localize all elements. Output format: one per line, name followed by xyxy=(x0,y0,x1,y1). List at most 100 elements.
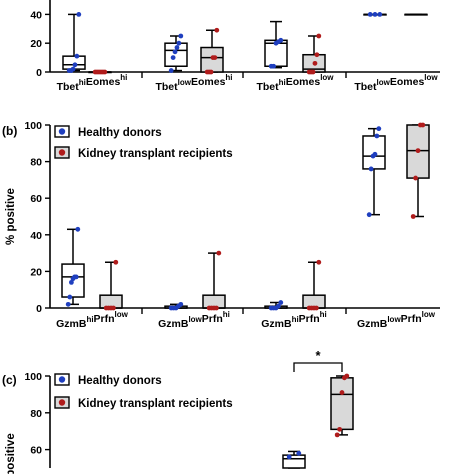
box-ktr-1 xyxy=(99,259,123,311)
panel-a: 02040TbethiEomeshiTbetlowEomeshiTbethiEo… xyxy=(30,0,440,93)
data-point xyxy=(70,66,76,72)
data-point xyxy=(176,40,182,46)
x-category-label: TbethiEomeshi xyxy=(57,73,128,93)
label-part: Eomes xyxy=(86,76,121,88)
data-point xyxy=(214,305,219,311)
label-part: Eomes xyxy=(191,76,226,88)
legend-healthy-dot-c xyxy=(58,376,66,383)
y-tick-label: 40 xyxy=(30,9,42,21)
panel-c: 60 80 100 positive * xyxy=(5,348,354,474)
data-point xyxy=(278,37,284,43)
box-healthy-1 xyxy=(62,12,86,73)
x-category-label: GzmBhiPrfnhi xyxy=(261,310,327,330)
data-point xyxy=(372,151,378,157)
label-superscript: low xyxy=(387,315,401,324)
data-point xyxy=(316,33,322,39)
y-tick-label: 20 xyxy=(30,38,42,50)
data-point xyxy=(214,27,220,33)
data-point xyxy=(410,214,416,219)
box-iqr xyxy=(282,454,306,469)
significance-star: * xyxy=(315,348,321,363)
data-point xyxy=(286,454,292,460)
box-ktr-3 xyxy=(302,259,326,311)
box-healthy-1 xyxy=(61,226,85,307)
data-point xyxy=(76,12,82,17)
data-point xyxy=(413,175,418,181)
x-category-label: GzmBlowPrfnlow xyxy=(357,310,436,330)
label-part: Prfn xyxy=(94,313,115,325)
label-superscript: low xyxy=(115,310,129,319)
data-point xyxy=(75,226,81,232)
data-point xyxy=(168,68,174,73)
y-axis-title: positive xyxy=(5,433,17,474)
box-ktr-2 xyxy=(200,27,224,75)
data-point xyxy=(376,126,382,132)
box-healthy-4 xyxy=(362,126,386,218)
y-tick-label: 80 xyxy=(30,157,42,169)
data-point xyxy=(296,450,302,456)
label-superscript: hi xyxy=(120,73,127,82)
data-point xyxy=(172,49,178,55)
data-point xyxy=(271,63,276,69)
y-tick-label: 60 xyxy=(30,193,42,205)
box-healthy-3 xyxy=(264,300,288,311)
data-point xyxy=(178,301,184,307)
y-tick-label: 100 xyxy=(24,371,42,383)
data-point xyxy=(344,373,350,379)
data-point xyxy=(102,69,108,75)
label-part: Tbet xyxy=(354,81,377,93)
box-healthy-2 xyxy=(164,33,188,73)
label-part: GzmB xyxy=(261,318,292,330)
x-category-label: TbethiEomeslow xyxy=(256,73,334,93)
box-ktr-2 xyxy=(202,250,226,311)
label-part: Prfn xyxy=(299,313,320,325)
box-iqr xyxy=(164,42,188,67)
box-healthy-1 xyxy=(282,450,306,469)
box-healthy-2 xyxy=(164,301,188,311)
data-point xyxy=(366,212,372,218)
data-point xyxy=(334,432,340,438)
label-superscript: hi xyxy=(225,73,232,82)
label-superscript: low xyxy=(188,315,202,324)
data-point xyxy=(74,53,80,59)
legend-ktr-label-c: Kidney transplant recipients xyxy=(78,398,233,410)
box-ktr-4 xyxy=(404,13,428,16)
data-point xyxy=(374,133,380,139)
legend-healthy-label-c: Healthy donors xyxy=(78,375,162,387)
panel-label-b: (b) xyxy=(2,124,17,138)
label-part: Tbet xyxy=(155,81,178,93)
legend-b: Healthy donors Kidney transplant recipie… xyxy=(54,125,233,160)
data-point xyxy=(314,52,320,58)
data-point xyxy=(111,305,116,311)
box-ktr-4 xyxy=(406,122,430,219)
data-point xyxy=(73,274,79,280)
x-category-label: TbetlowEomeshi xyxy=(155,73,232,93)
label-superscript: low xyxy=(377,78,391,87)
data-point xyxy=(420,122,426,128)
label-superscript: low xyxy=(178,78,192,87)
data-point xyxy=(216,250,222,256)
x-category-label: TbetlowEomeslow xyxy=(354,73,438,93)
y-tick-label: 0 xyxy=(36,67,42,79)
data-point xyxy=(65,301,71,307)
data-point xyxy=(278,300,284,305)
data-point xyxy=(113,259,119,265)
legend-ktr-dot-c xyxy=(58,399,66,406)
box-ktr-1 xyxy=(88,69,112,75)
data-point xyxy=(314,305,319,311)
legend-ktr-label: Kidney transplant recipients xyxy=(78,148,233,160)
data-point xyxy=(208,69,214,75)
legend-ktr-dot xyxy=(58,149,66,156)
label-part: GzmB xyxy=(357,318,388,330)
data-point xyxy=(372,12,378,17)
data-point xyxy=(316,259,322,265)
data-point xyxy=(212,55,218,60)
box-healthy-3 xyxy=(264,20,288,69)
label-part: Eomes xyxy=(390,76,425,88)
label-superscript: low xyxy=(424,73,438,82)
data-point xyxy=(367,12,373,17)
label-superscript: hi xyxy=(79,78,86,87)
significance-bracket xyxy=(293,362,343,372)
